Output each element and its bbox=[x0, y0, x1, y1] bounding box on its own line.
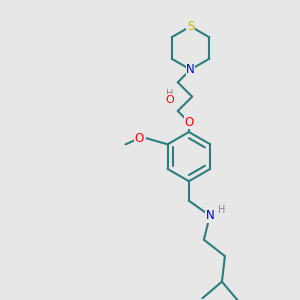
Text: O: O bbox=[184, 116, 194, 129]
Text: H: H bbox=[218, 205, 226, 215]
Text: S: S bbox=[187, 20, 194, 33]
Text: O: O bbox=[134, 132, 144, 145]
Text: N: N bbox=[206, 209, 214, 222]
Text: H: H bbox=[166, 88, 173, 99]
Text: O: O bbox=[165, 94, 174, 105]
Text: N: N bbox=[186, 63, 195, 76]
